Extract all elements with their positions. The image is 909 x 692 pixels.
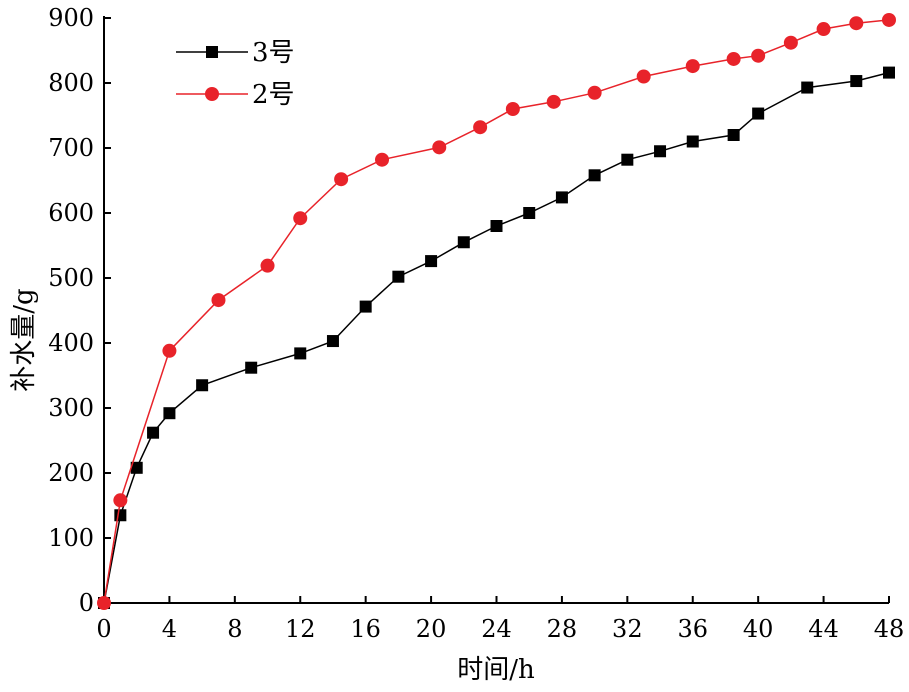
data-point (245, 361, 258, 374)
x-tick-label: 16 (350, 615, 381, 643)
x-tick-label: 44 (808, 615, 839, 643)
series-1 (97, 12, 896, 610)
data-point (211, 293, 226, 308)
x-tick-label: 20 (416, 615, 447, 643)
x-axis-title: 时间/h (457, 655, 535, 685)
data-point (473, 120, 488, 135)
y-tick-label: 600 (48, 199, 94, 227)
y-tick-label: 500 (48, 264, 94, 292)
data-point (432, 140, 447, 155)
legend-label: 2号 (252, 80, 295, 110)
x-tick-label: 12 (285, 615, 316, 643)
data-point (849, 16, 864, 31)
data-point (260, 258, 275, 273)
data-point (546, 94, 561, 109)
x-tick-label: 8 (227, 615, 242, 643)
legend-marker (205, 87, 219, 101)
data-point (113, 493, 128, 508)
x-ticks: 0 4 8 12 16 20 24 28 32 36 40 44 48 (96, 596, 904, 643)
data-point (162, 343, 177, 358)
legend-label: 3号 (252, 38, 295, 68)
x-tick-label: 40 (743, 615, 774, 643)
data-point (490, 220, 503, 232)
data-point (505, 102, 520, 116)
data-point (425, 255, 438, 268)
data-point (801, 81, 814, 94)
data-point (588, 169, 601, 182)
data-point (555, 191, 568, 204)
data-point (621, 153, 634, 166)
series-layer (97, 12, 896, 610)
y-tick-label: 800 (48, 69, 94, 97)
data-point (816, 22, 831, 37)
series-0 (98, 66, 895, 609)
x-tick-label: 24 (481, 615, 512, 643)
y-tick-label: 900 (48, 4, 94, 32)
data-point (686, 135, 699, 148)
y-tick-label: 0 (79, 589, 94, 617)
data-point (392, 270, 405, 283)
data-point (97, 596, 111, 610)
series-line (103, 71, 890, 604)
data-point (882, 12, 896, 27)
data-point (147, 426, 160, 439)
data-point (334, 172, 349, 187)
x-tick-label: 48 (874, 615, 905, 643)
data-point (850, 75, 863, 88)
y-tick-label: 700 (48, 134, 94, 162)
legend-item: 2号 (176, 80, 295, 110)
data-point (130, 461, 143, 474)
legend-item: 3号 (176, 38, 295, 68)
data-point (196, 379, 209, 392)
axes (103, 16, 889, 604)
y-tick-label: 100 (48, 524, 94, 552)
x-tick-label: 32 (612, 615, 643, 643)
legend-marker (206, 46, 218, 58)
x-tick-label: 36 (677, 615, 708, 643)
y-tick-label: 200 (48, 459, 94, 487)
data-point (727, 129, 740, 141)
y-axis-title: 补水量/g (9, 288, 39, 391)
data-point (457, 236, 470, 249)
y-ticks: 0 100 200 300 400 500 600 700 800 900 (48, 4, 111, 617)
y-tick-label: 300 (48, 394, 94, 422)
x-tick-label: 0 (96, 615, 111, 643)
data-point (752, 107, 765, 120)
data-point (636, 69, 651, 84)
data-point (163, 407, 176, 420)
data-point (783, 35, 798, 50)
data-point (114, 509, 127, 522)
data-point (751, 48, 766, 63)
x-tick-label: 28 (547, 615, 578, 643)
data-point (654, 145, 667, 158)
data-point (883, 66, 895, 79)
data-point (293, 211, 308, 226)
data-point (375, 152, 390, 167)
data-point (523, 207, 536, 219)
data-point (726, 51, 741, 66)
data-point (685, 59, 700, 74)
y-tick-label: 400 (48, 329, 94, 357)
x-tick-label: 4 (162, 615, 177, 643)
data-point (359, 300, 372, 313)
data-point (294, 347, 307, 360)
data-point (587, 85, 602, 100)
data-point (326, 335, 339, 348)
